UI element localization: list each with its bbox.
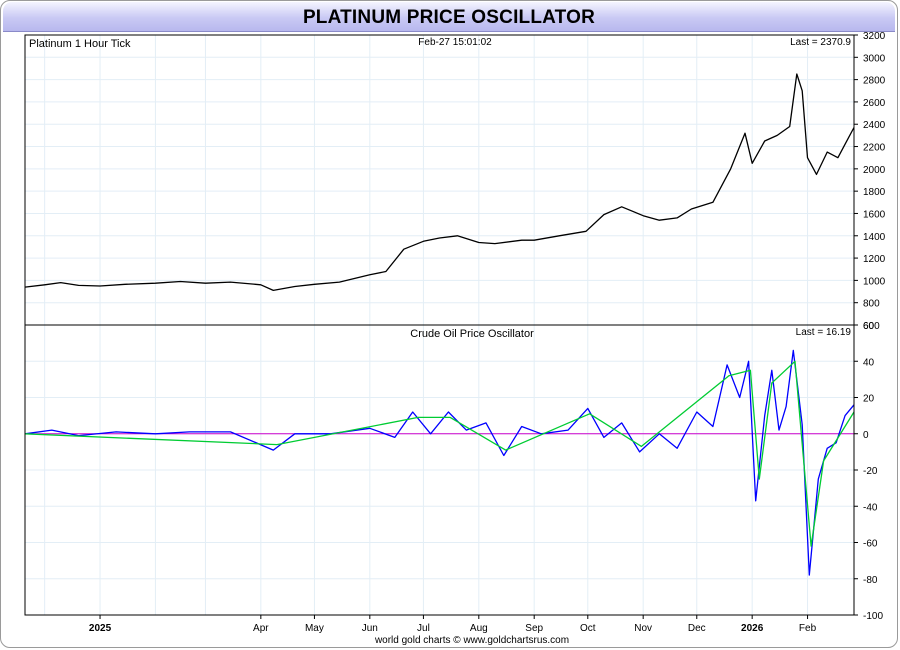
bottom-y-axis: -100 -80 -60 -40 -20 0 20 40 60 bbox=[854, 321, 883, 622]
y-tick-label: 2800 bbox=[863, 76, 886, 87]
oscillator-line-0 bbox=[24, 349, 855, 576]
y-tick-label: 2200 bbox=[863, 143, 886, 154]
x-tick-label: Oct bbox=[580, 623, 596, 634]
oscillator-series bbox=[24, 349, 855, 576]
y-tick-label: -60 bbox=[863, 539, 878, 550]
y-tick-label: 1400 bbox=[863, 232, 886, 243]
top-panel-label: Platinum 1 Hour Tick bbox=[29, 38, 131, 50]
y-tick-label: 60 bbox=[863, 321, 875, 332]
x-tick-label: Apr bbox=[253, 623, 269, 634]
bottom-last-value: Last = 16.19 bbox=[796, 327, 852, 338]
y-tick-label: 1000 bbox=[863, 276, 886, 287]
y-tick-label: 3000 bbox=[863, 53, 886, 64]
platinum-line-0 bbox=[24, 73, 855, 292]
y-tick-label: -40 bbox=[863, 502, 878, 513]
x-tick-label: May bbox=[305, 623, 324, 634]
x-tick-label: Dec bbox=[688, 623, 706, 634]
x-tick-label: Jul bbox=[417, 623, 430, 634]
y-tick-label: 40 bbox=[863, 357, 875, 368]
top-panel-border bbox=[24, 34, 855, 326]
page-title: PLATINUM PRICE OSCILLATOR bbox=[302, 7, 596, 28]
y-tick-label: 3200 bbox=[863, 31, 886, 42]
x-tick-label: Sep bbox=[525, 623, 543, 634]
oscillator-line-1 bbox=[24, 360, 855, 547]
x-tick-label: Aug bbox=[470, 623, 488, 634]
y-tick-label: 1600 bbox=[863, 209, 886, 220]
y-tick-label: -100 bbox=[863, 611, 883, 622]
footer-credit: world gold charts © www.goldchartsrus.co… bbox=[374, 635, 569, 646]
x-tick-label: 2025 bbox=[89, 623, 112, 634]
x-tick-label: Feb bbox=[799, 623, 817, 634]
y-tick-label: 1200 bbox=[863, 254, 886, 265]
y-tick-label: 20 bbox=[863, 394, 875, 405]
y-tick-label: 1800 bbox=[863, 187, 886, 198]
title-bar: PLATINUM PRICE OSCILLATOR bbox=[3, 2, 895, 32]
y-tick-label: 2400 bbox=[863, 120, 886, 131]
x-tick-label: 2026 bbox=[741, 623, 764, 634]
top-panel-grid bbox=[25, 34, 854, 326]
y-tick-label: 0 bbox=[863, 430, 869, 441]
top-last-value: Last = 2370.9 bbox=[790, 37, 851, 48]
y-tick-label: 2000 bbox=[863, 165, 886, 176]
bottom-panel-grid bbox=[25, 324, 854, 616]
platinum-series bbox=[24, 73, 855, 292]
y-tick-label: -80 bbox=[863, 575, 878, 586]
y-tick-label: 2600 bbox=[863, 98, 886, 109]
x-axis: 2025 Apr May Jun Jul Aug Sep Oct Nov Dec 2026 Feb bbox=[89, 615, 817, 634]
top-y-axis: 600 800 1000 1200 1400 1600 1800 2000 2200 2400 26… bbox=[854, 31, 886, 332]
y-tick-label: 600 bbox=[863, 321, 880, 332]
y-tick-label: 800 bbox=[863, 299, 880, 310]
x-tick-label: Nov bbox=[634, 623, 652, 634]
timestamp: Feb-27 15:01:02 bbox=[418, 37, 492, 48]
bottom-panel-label: Crude Oil Price Oscillator bbox=[410, 328, 534, 340]
y-tick-label: -20 bbox=[863, 466, 878, 477]
x-tick-label: Jun bbox=[362, 623, 378, 634]
